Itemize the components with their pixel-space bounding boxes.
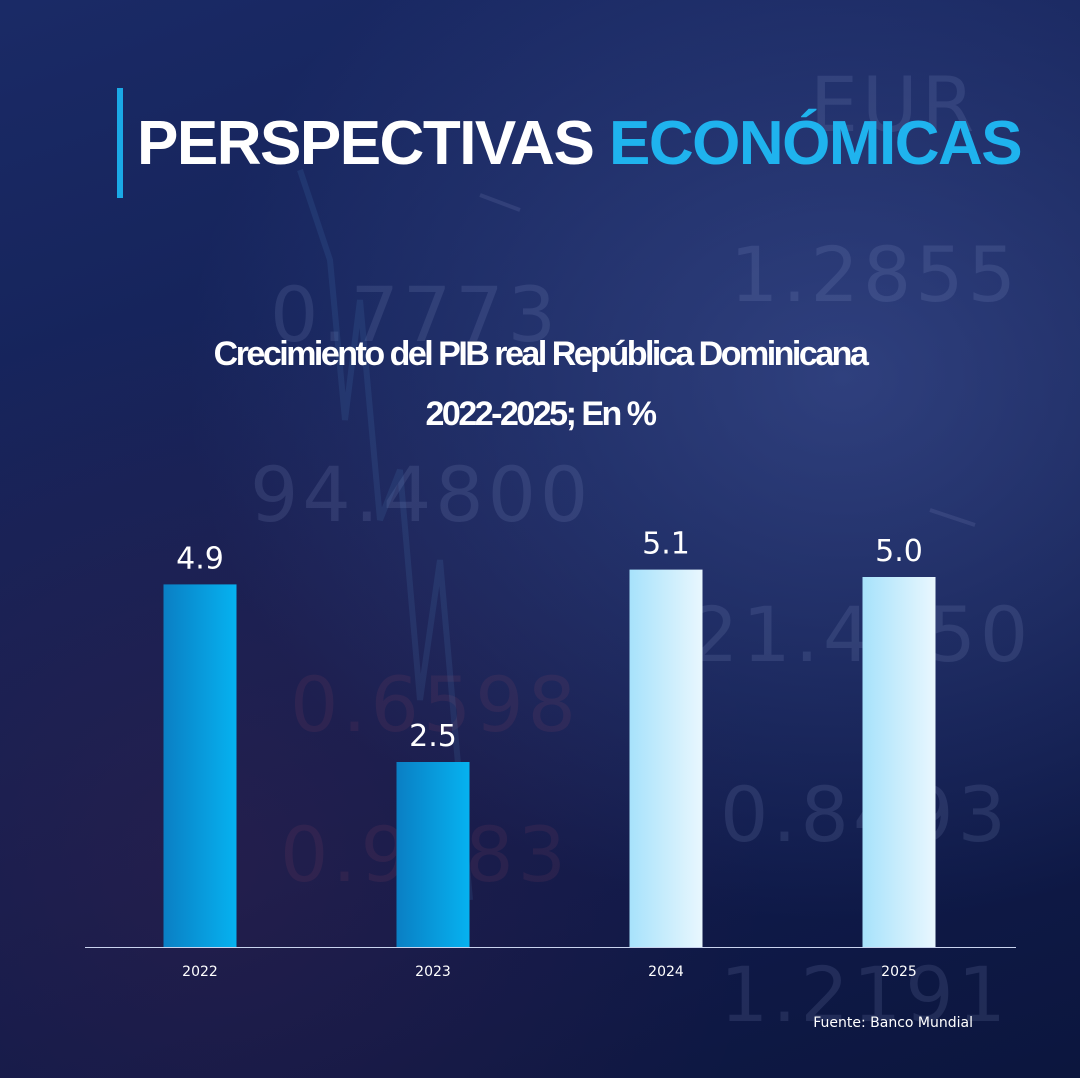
data-label-2023: 2.5 xyxy=(409,719,457,754)
x-tick-label-2022: 2022 xyxy=(182,964,218,980)
title-accent-bar xyxy=(117,88,123,198)
source-note: Fuente: Banco Mundial xyxy=(813,1015,973,1031)
bar-2023 xyxy=(396,762,470,947)
x-tick-label-2023: 2023 xyxy=(415,964,451,980)
bar-2022 xyxy=(163,584,237,947)
page-title-part2: ECONÓMICAS xyxy=(609,109,1023,178)
data-label-2024: 5.1 xyxy=(642,527,690,562)
data-label-2022: 4.9 xyxy=(176,541,224,576)
chart-title-line1: Crecimiento del PIB real República Domin… xyxy=(213,335,869,373)
page-title-part1: PERSPECTIVAS xyxy=(137,109,595,178)
x-tick-label-2024: 2024 xyxy=(648,964,684,980)
data-label-2025: 5.0 xyxy=(875,534,923,569)
bar-2024 xyxy=(629,569,703,947)
chart-title-line2: 2022-2025; En % xyxy=(425,395,658,433)
bar-2025 xyxy=(862,577,936,947)
page-title: PERSPECTIVAS ECONÓMICAS xyxy=(137,104,1023,184)
x-tick-label-2025: 2025 xyxy=(881,964,917,980)
